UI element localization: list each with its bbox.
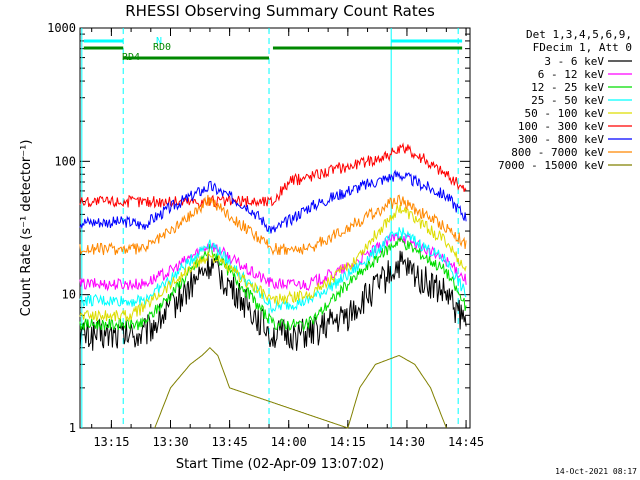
legend-label: 3 - 6 keV [544, 55, 604, 68]
x-tick-label: 14:15 [330, 435, 366, 449]
x-tick-label: 13:15 [93, 435, 129, 449]
legend-header: Det 1,3,4,5,6,9, [526, 28, 632, 41]
flag-label-rd0: RD0 [153, 42, 171, 53]
y-tick-label: 1 [69, 421, 76, 435]
series-line-4 [79, 227, 467, 314]
flag-label-n: N [156, 36, 162, 47]
legend-label: 50 - 100 keV [525, 107, 605, 120]
series-line-5 [79, 204, 467, 323]
x-tick-label: 14:00 [271, 435, 307, 449]
series-line-1 [79, 250, 467, 351]
series-line-6 [79, 142, 467, 209]
y-tick-label: 100 [54, 154, 76, 168]
series-line-7 [79, 169, 467, 234]
legend: Det 1,3,4,5,6,9,FDecim 1, Att 03 - 6 keV… [498, 28, 632, 172]
x-tick-label: 13:45 [212, 435, 248, 449]
x-tick-label: 13:30 [152, 435, 188, 449]
legend-label: 100 - 300 keV [518, 120, 604, 133]
y-tick-label: 10 [62, 288, 76, 302]
legend-label: 25 - 50 keV [531, 94, 604, 107]
y-axis-ticks: 1 10 100 1000 [47, 21, 470, 435]
y-axis-label: Count Rate (s⁻¹ detector⁻¹) [19, 140, 34, 317]
series-line-9 [154, 346, 447, 429]
x-tick-label: 14:30 [389, 435, 425, 449]
legend-label: 6 - 12 keV [538, 68, 605, 81]
series-lines [79, 142, 467, 429]
legend-label: 12 - 25 keV [531, 81, 604, 94]
x-axis-label: Start Time (02-Apr-09 13:07:02) [176, 457, 384, 472]
legend-label: 7000 - 15000 keV [498, 159, 604, 172]
x-axis-ticks: 13:15 13:30 13:45 14:00 14:15 14:30 14:45 [91, 28, 484, 449]
y-tick-label: 1000 [47, 21, 76, 35]
chart-title: RHESSI Observing Summary Count Rates [125, 2, 435, 20]
series-line-8 [79, 194, 467, 256]
x-tick-label: 14:45 [448, 435, 484, 449]
footer-timestamp: 14-Oct-2021 08:17 [555, 467, 637, 476]
flag-label-rd4: RD4 [122, 52, 140, 63]
legend-header: FDecim 1, Att 0 [533, 41, 632, 54]
plot-frame [79, 27, 471, 429]
legend-label: 800 - 7000 keV [511, 146, 604, 159]
legend-label: 300 - 800 keV [518, 133, 604, 146]
